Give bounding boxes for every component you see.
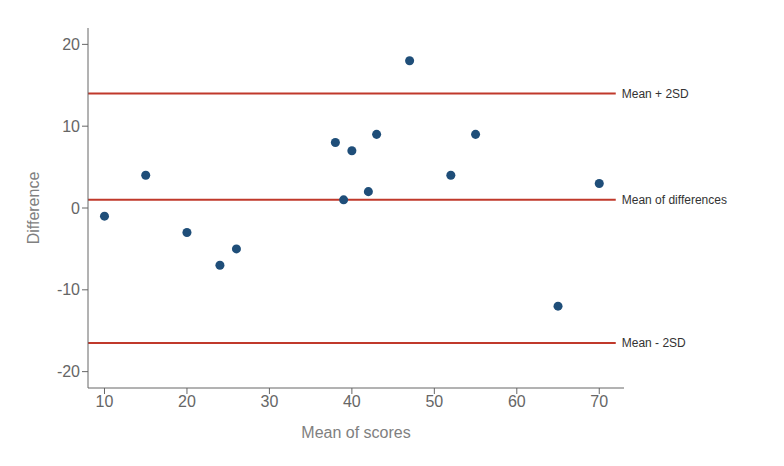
svg-text:Mean + 2SD: Mean + 2SD <box>622 87 689 101</box>
svg-text:20: 20 <box>62 36 80 53</box>
svg-text:20: 20 <box>178 393 196 410</box>
svg-text:Mean - 2SD: Mean - 2SD <box>622 336 686 350</box>
svg-text:10: 10 <box>62 118 80 135</box>
svg-text:50: 50 <box>425 393 443 410</box>
svg-text:30: 30 <box>261 393 279 410</box>
svg-text:-10: -10 <box>57 281 80 298</box>
svg-text:Mean of scores: Mean of scores <box>301 424 410 441</box>
svg-text:-20: -20 <box>57 363 80 380</box>
svg-text:60: 60 <box>508 393 526 410</box>
svg-text:0: 0 <box>71 200 80 217</box>
svg-text:70: 70 <box>590 393 608 410</box>
svg-text:10: 10 <box>96 393 114 410</box>
svg-text:Mean of differences: Mean of differences <box>622 193 727 207</box>
svg-text:Difference: Difference <box>25 172 42 245</box>
svg-text:40: 40 <box>343 393 361 410</box>
